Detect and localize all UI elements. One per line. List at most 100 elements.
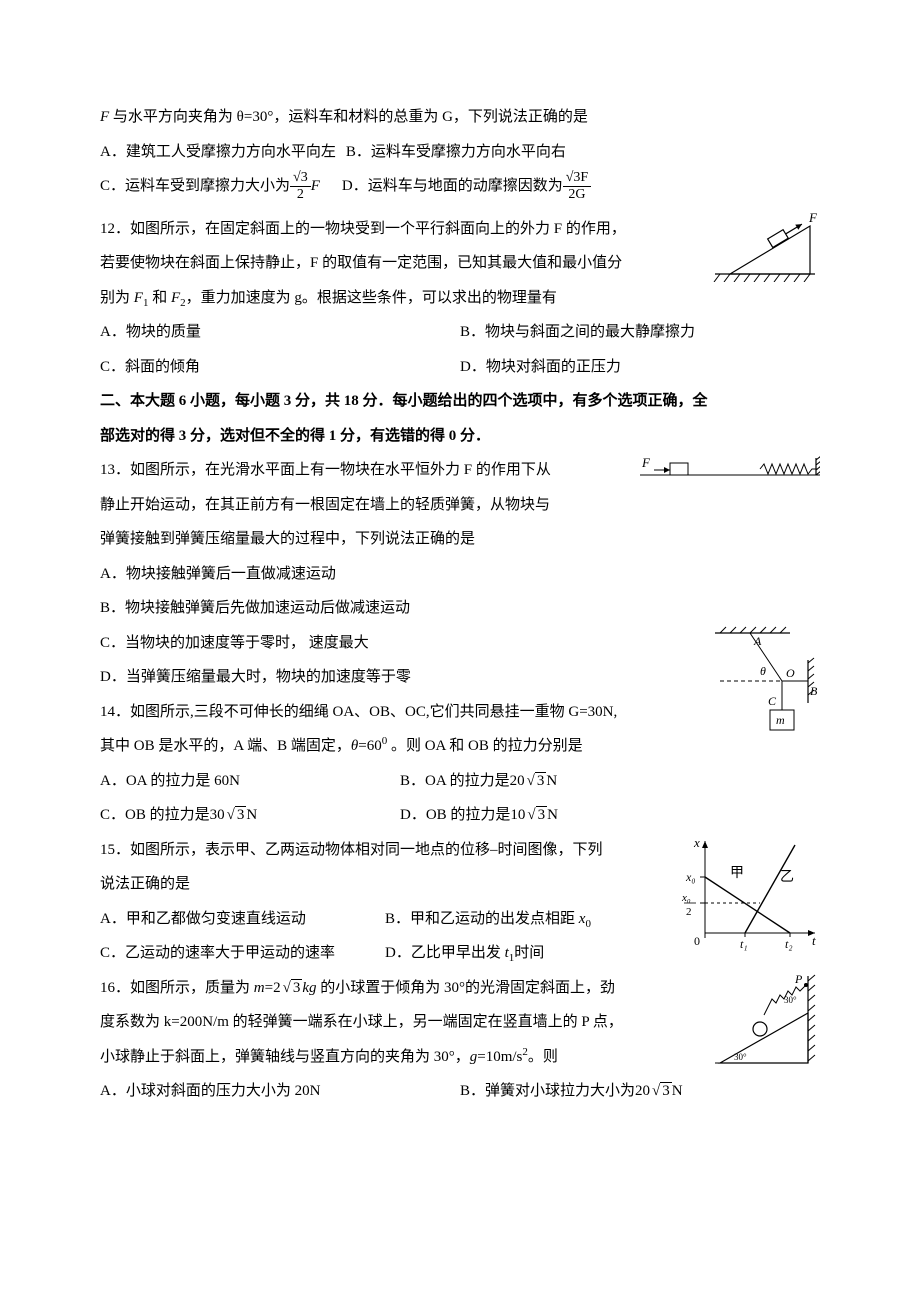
q15-optA: A．甲和乙都做匀变速直线运动: [100, 902, 385, 937]
q15-optB: B．甲和乙运动的出发点相距 x0: [385, 902, 670, 937]
svg-text:B: B: [810, 684, 818, 698]
q14-optB-sqrt: 3: [525, 764, 547, 799]
q12-optD: D．物块对斜面的正压力: [460, 350, 820, 385]
q16-l1: 16．如图所示，质量为 m=23kg 的小球置于倾角为 30°的光滑固定斜面上，…: [100, 971, 700, 1006]
q11-optB: B．运料车受摩擦力方向水平向右: [346, 135, 566, 170]
incline-icon: F: [710, 212, 820, 282]
q14-row-ab: A．OA 的拉力是 60N B．OA 的拉力是20 3N: [100, 764, 700, 799]
q16-l3-pre: 小球静止于斜面上，弹簧轴线与竖直方向的夹角为 30°，: [100, 1049, 470, 1065]
q14-optB-pre: B．OA 的拉力是20: [400, 773, 525, 789]
spring-incline-icon: P 30° 30°: [710, 971, 820, 1071]
q16-optA: A．小球对斜面的压力大小为 20N: [100, 1074, 460, 1109]
q13-l1: 如图所示，在光滑水平面上有一物块在水平恒外力 F 的作用下从: [130, 462, 551, 478]
svg-text:A: A: [753, 634, 762, 648]
q11-optC-prefix: C．运料车受到摩擦力大小为: [100, 178, 290, 194]
svg-text:0: 0: [694, 934, 700, 948]
q15-l2: 说法正确的是: [100, 867, 670, 902]
q14-optD-pre: D．OB 的拉力是10: [400, 807, 525, 823]
q15-figure: x t 0 x₀ 甲 乙 x₀ 2 t₁ t₂: [680, 833, 820, 953]
q14-optA: A．OA 的拉力是 60N: [100, 764, 400, 799]
q16-body: 16．如图所示，质量为 m=23kg 的小球置于倾角为 30°的光滑固定斜面上，…: [100, 971, 700, 1075]
q12-line1: 12．如图所示，在固定斜面上的一物块受到一个平行斜面向上的外力 F 的作用，: [100, 212, 700, 247]
q16-l1-suf: 的小球置于倾角为 30°的光滑固定斜面上，劲: [317, 980, 616, 996]
q15-optD-suf: 时间: [514, 945, 544, 961]
q16-l2: 度系数为 k=200N/m 的轻弹簧一端系在小球上，另一端固定在竖直墙上的 P …: [100, 1005, 700, 1040]
q14-l2: 其中 OB 是水平的，A 端、B 端固定，θ=600 。则 OA 和 OB 的拉…: [100, 729, 700, 764]
svg-text:x₀: x₀: [685, 870, 696, 884]
svg-text:P: P: [794, 972, 803, 986]
q14-optD-rad: 3: [536, 806, 548, 823]
svg-text:x: x: [693, 835, 700, 850]
q14-optC-pre: C．OB 的拉力是30: [100, 807, 225, 823]
svg-text:O: O: [786, 666, 795, 680]
q13-line1: 13．如图所示，在光滑水平面上有一物块在水平恒外力 F 的作用下从: [100, 453, 630, 488]
q16-l1-sqrt: 3: [281, 971, 303, 1006]
q15: 15．如图所示，表示甲、乙两运动物体相对同一地点的位移–时间图像，下列 说法正确…: [100, 833, 820, 971]
q12: 12．如图所示，在固定斜面上的一物块受到一个平行斜面向上的外力 F 的作用， 若…: [100, 212, 820, 316]
q11-optC: C．运料车受到摩擦力大小为√32F: [100, 169, 320, 204]
q16-figure: P 30° 30°: [710, 971, 820, 1071]
q16-l1-m: m: [254, 980, 265, 996]
q16-l3-suf: 。则: [528, 1049, 558, 1065]
q14-optD-sqrt: 3: [525, 798, 547, 833]
q16-optB-suf: N: [672, 1083, 683, 1099]
spring-block-icon: F: [640, 453, 820, 489]
q11-optC-var: F: [311, 178, 320, 194]
q12-optC: C．斜面的倾角: [100, 350, 460, 385]
svg-text:t₂: t₂: [785, 937, 793, 951]
svg-text:2: 2: [686, 906, 692, 918]
q12-num: 12．: [100, 221, 130, 237]
q14-l2-eq: =60: [358, 738, 381, 754]
q14-optD-suf: N: [547, 807, 558, 823]
q16-l3-eq: =10m/s: [477, 1049, 522, 1065]
q12-l3-f1: F: [134, 290, 143, 306]
svg-text:t: t: [812, 933, 816, 948]
q15-l1: 15．如图所示，表示甲、乙两运动物体相对同一地点的位移–时间图像，下列: [100, 833, 670, 868]
q11-optD-den: 2G: [565, 187, 588, 202]
q12-row-cd: C．斜面的倾角 D．物块对斜面的正压力: [100, 350, 820, 385]
q11-optD-num: √3F: [563, 171, 591, 187]
q12-optA: A．物块的质量: [100, 315, 460, 350]
q13-l2: 静止开始运动，在其正前方有一根固定在墙上的轻质弹簧，从物块与: [100, 488, 630, 523]
q16-l1-pre: 如图所示，质量为: [130, 980, 254, 996]
q16-optB-pre: B．弹簧对小球拉力大小为20: [460, 1083, 650, 1099]
q14-optB-suf: N: [546, 773, 557, 789]
q14-l1-text: 如图所示,三段不可伸长的细绳 OA、OB、OC,它们共同悬挂一重物 G=30N,: [130, 704, 617, 720]
q15-optB-sub: 0: [585, 918, 591, 930]
q14-l1: 14．如图所示,三段不可伸长的细绳 OA、OB、OC,它们共同悬挂一重物 G=3…: [100, 695, 700, 730]
q16-row-ab: A．小球对斜面的压力大小为 20N B．弹簧对小球拉力大小为20 3N: [100, 1074, 820, 1109]
q14-optB: B．OA 的拉力是20 3N: [400, 764, 700, 799]
q12-line1-text: 如图所示，在固定斜面上的一物块受到一个平行斜面向上的外力 F 的作用，: [130, 221, 626, 237]
q14: 14．如图所示,三段不可伸长的细绳 OA、OB、OC,它们共同悬挂一重物 G=3…: [100, 695, 820, 833]
q11-optC-frac: √32: [290, 171, 311, 202]
q15-optC: C．乙运动的速率大于甲运动的速率: [100, 936, 385, 971]
q11-optD: D．运料车与地面的动摩擦因数为√3F2G: [342, 169, 591, 204]
q12-line2: 若要使物块在斜面上保持静止，F 的取值有一定范围，已知其最大值和最小值分: [100, 246, 700, 281]
svg-text:30°: 30°: [734, 1052, 747, 1062]
q11-row-ab: A．建筑工人受摩擦力方向水平向左 B．运料车受摩擦力方向水平向右: [100, 135, 820, 170]
q16-optB: B．弹簧对小球拉力大小为20 3N: [460, 1074, 820, 1109]
q14-optD: D．OB 的拉力是10 3N: [400, 798, 700, 833]
q16-num: 16．: [100, 980, 130, 996]
q13-figure: F: [640, 453, 820, 489]
q16-optB-rad: 3: [660, 1082, 672, 1099]
svg-text:乙: 乙: [780, 869, 794, 885]
q14-optB-rad: 3: [535, 772, 547, 789]
q13: 13．如图所示，在光滑水平面上有一物块在水平恒外力 F 的作用下从 静止开始运动…: [100, 453, 820, 522]
q15-optD: D．乙比甲早出发 t1时间: [385, 936, 670, 971]
q14-figure: A θ O B C m: [710, 625, 820, 740]
svg-text:t₁: t₁: [740, 937, 748, 951]
svg-text:F: F: [808, 212, 818, 225]
q13-optB: B．物块接触弹簧后先做加速运动后做减速运动: [100, 591, 820, 626]
section2-heading: 二、本大题 6 小题，每小题 3 分，共 18 分．每小题给出的四个选项中，有多…: [100, 384, 820, 453]
q15-optB-pre: B．甲和乙运动的出发点相距: [385, 911, 579, 927]
q11-intro-text: 与水平方向夹角为 θ=30°，运料车和材料的总重为 G，下列说法正确的是: [109, 109, 588, 125]
q12-l3-f2: F: [171, 290, 180, 306]
svg-text:C: C: [768, 694, 777, 708]
q16-optB-sqrt: 3: [650, 1074, 672, 1109]
svg-text:F: F: [641, 455, 651, 470]
q15-row-ab: A．甲和乙都做匀变速直线运动 B．甲和乙运动的出发点相距 x0: [100, 902, 670, 937]
svg-text:30°: 30°: [784, 995, 797, 1005]
q15-optD-pre: D．乙比甲早出发: [385, 945, 505, 961]
q14-optC-suf: N: [246, 807, 257, 823]
